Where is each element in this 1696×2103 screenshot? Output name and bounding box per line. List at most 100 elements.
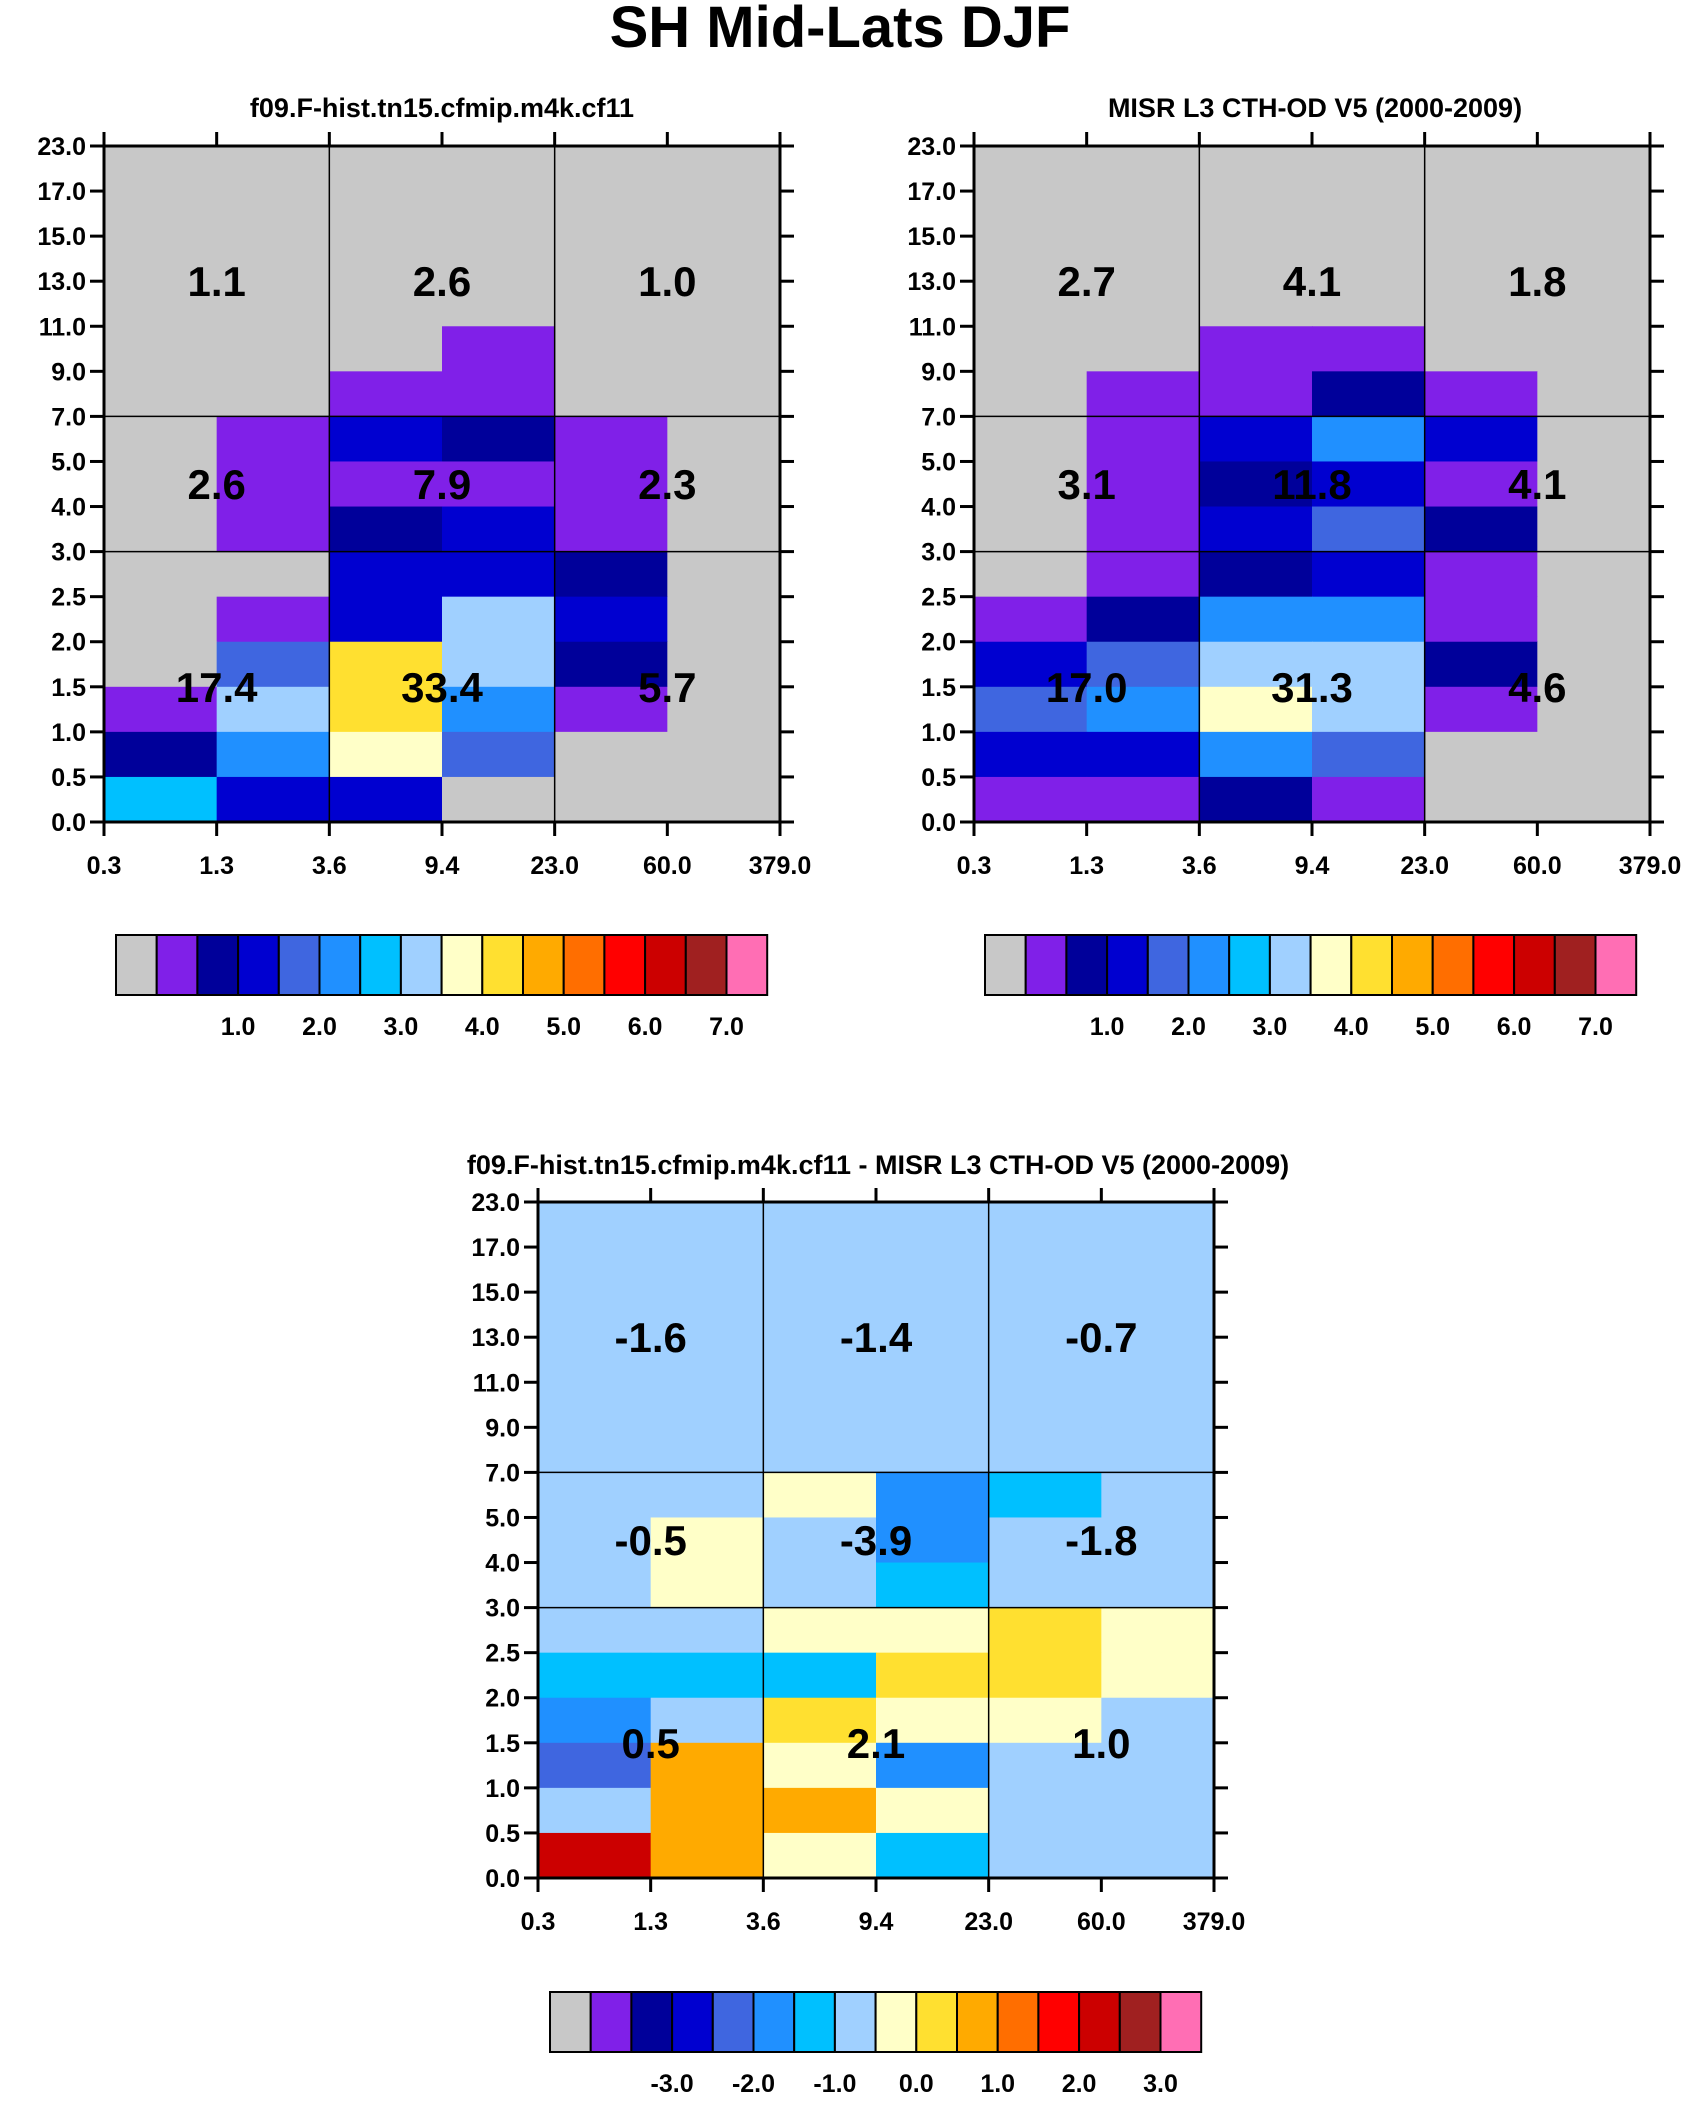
heatmap-cell: [538, 1742, 652, 1789]
heatmap-cell: [667, 146, 781, 192]
colorbar-box: [956, 1991, 999, 2053]
heatmap-cell: [104, 686, 218, 733]
heatmap-cell: [442, 506, 556, 553]
heatmap-cell: [329, 416, 443, 463]
heatmap-cell: [329, 731, 443, 778]
heatmap-cell: [1086, 641, 1200, 688]
panel-title: f09.F-hist.tn15.cfmip.m4k.cf11 - MISR L3…: [467, 1150, 1289, 1180]
region-value-label: 2.6: [413, 258, 471, 305]
y-tick-label: 2.5: [921, 584, 956, 612]
heatmap-cell: [988, 1697, 1102, 1744]
heatmap-cell: [1537, 326, 1651, 372]
heatmap-cell: [1312, 371, 1426, 417]
region-value-label: 4.1: [1283, 258, 1341, 305]
heatmap-cell: [1199, 461, 1313, 508]
heatmap-cell: [1424, 776, 1538, 823]
heatmap-cell: [442, 146, 556, 192]
heatmap-cell: [216, 461, 330, 508]
heatmap-cell: [1312, 551, 1426, 598]
heatmap-cell: [216, 326, 330, 372]
heatmap-cell: [1086, 461, 1200, 508]
heatmap-cell: [667, 326, 781, 372]
colorbar-label: -1.0: [813, 2070, 856, 2098]
heatmap-cell: [650, 1652, 764, 1699]
y-tick-label: 2.0: [51, 629, 86, 657]
region-value-label: 33.4: [401, 664, 483, 711]
region-value-label: -1.8: [1065, 1517, 1137, 1564]
region-value-label: 2.3: [638, 461, 696, 508]
colorbar-label: 1.0: [980, 2070, 1015, 2098]
heatmap-cell: [1312, 146, 1426, 192]
x-tick-label: 379.0: [1619, 852, 1682, 880]
heatmap-cell: [329, 686, 443, 733]
heatmap-cell: [1086, 731, 1200, 778]
heatmap-cell: [1312, 641, 1426, 688]
heatmap-cell: [554, 461, 668, 508]
x-tick-label: 0.3: [521, 1908, 556, 1936]
heatmap-cell: [329, 596, 443, 643]
heatmap-cell: [1101, 1787, 1215, 1834]
y-tick-label: 5.0: [51, 448, 86, 476]
heatmap-cell: [1312, 686, 1426, 733]
y-tick-label: 7.0: [485, 1459, 520, 1487]
y-tick-label: 2.5: [485, 1640, 520, 1668]
y-tick-label: 1.5: [921, 674, 956, 702]
heatmap-cell: [329, 371, 443, 417]
colorbar-label: -2.0: [732, 2070, 775, 2098]
heatmap-cell: [988, 1472, 1102, 1519]
region-value-label: 1.0: [1072, 1720, 1130, 1767]
colorbar-box: [277, 934, 321, 996]
x-tick-label: 1.3: [199, 852, 234, 880]
heatmap-cell: [988, 1292, 1102, 1338]
y-tick-label: 4.0: [921, 494, 956, 522]
heatmap-cell: [667, 686, 781, 733]
heatmap-cell: [216, 236, 330, 282]
heatmap-cell: [1101, 1382, 1215, 1428]
heatmap-cell: [763, 1697, 877, 1744]
figure-title: SH Mid-Lats DJF: [610, 0, 1071, 60]
heatmap-cell: [1424, 461, 1538, 508]
heatmap-cell: [667, 461, 781, 508]
heatmap-cell: [554, 686, 668, 733]
colorbar-box: [630, 1991, 674, 2053]
heatmap-cell: [1199, 731, 1313, 778]
x-tick-label: 60.0: [1077, 1908, 1126, 1936]
y-tick-label: 23.0: [907, 133, 956, 161]
colorbar-box: [644, 934, 687, 996]
y-tick-label: 23.0: [37, 133, 86, 161]
heatmap-cell: [876, 1742, 990, 1789]
heatmap-cell: [763, 1652, 877, 1699]
y-tick-label: 1.0: [921, 719, 956, 747]
heatmap-cell: [650, 1742, 764, 1789]
heatmap-cell: [538, 1517, 652, 1564]
heatmap-cell: [763, 1247, 877, 1293]
heatmap-cell: [667, 416, 781, 463]
heatmap-cell: [763, 1382, 877, 1428]
y-tick-label: 0.5: [485, 1820, 520, 1848]
heatmap-cell: [1199, 506, 1313, 553]
colorbar-label: 5.0: [1415, 1013, 1450, 1041]
colorbar-box: [711, 1991, 755, 2053]
heatmap-cell: [104, 191, 218, 237]
heatmap-cell: [1537, 371, 1651, 417]
heatmap-cell: [1101, 1652, 1215, 1699]
heatmap-cell: [554, 326, 668, 372]
colorbar-box: [1187, 934, 1231, 996]
colorbar-box: [440, 934, 484, 996]
region-value-label: 17.4: [176, 664, 258, 711]
x-tick-label: 23.0: [964, 1908, 1013, 1936]
heatmap-cell: [554, 641, 668, 688]
heatmap-cell: [650, 1787, 764, 1834]
heatmap-cell: [988, 1562, 1102, 1609]
heatmap-cell: [442, 551, 556, 598]
region-value-label: 1.1: [187, 258, 245, 305]
heatmap-cell: [1101, 1742, 1215, 1789]
heatmap-cell: [1086, 416, 1200, 463]
colorbar-box: [318, 934, 362, 996]
heatmap-cell: [1424, 326, 1538, 372]
heatmap-cell: [216, 596, 330, 643]
heatmap-cell: [1424, 641, 1538, 688]
y-tick-label: 7.0: [51, 403, 86, 431]
colorbar-box: [793, 1991, 836, 2053]
heatmap-cell: [1537, 416, 1651, 463]
